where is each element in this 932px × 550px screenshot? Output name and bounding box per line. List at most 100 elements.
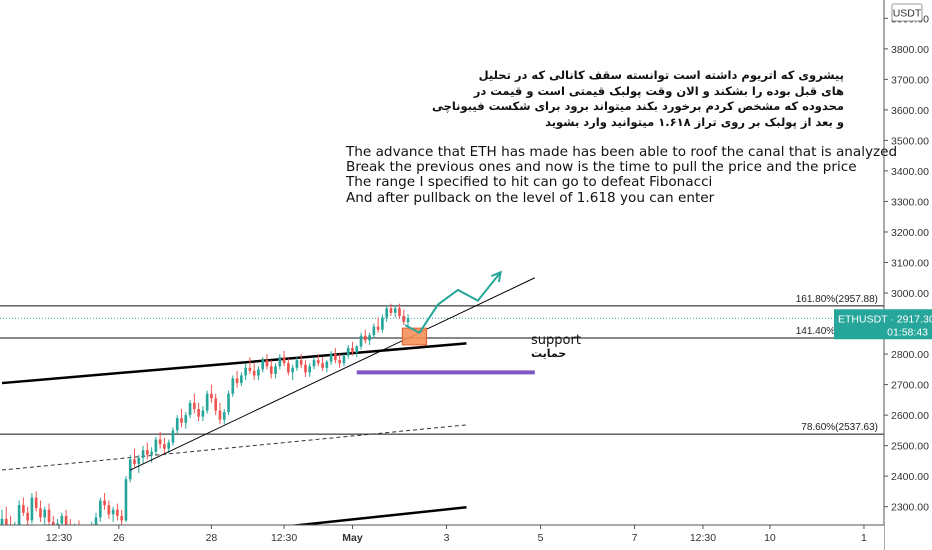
candle-body	[154, 439, 158, 452]
candle-body	[227, 393, 230, 413]
price-tick-label: 3800.00	[891, 44, 929, 56]
candle-body	[274, 366, 277, 374]
candle-body	[17, 505, 21, 525]
persian-note-line: و بعد از پولبک بر روی تراز ۱.۶۱۸ میتوانی…	[545, 114, 844, 129]
candle-body	[287, 363, 290, 373]
price-tick-label: 3700.00	[891, 74, 929, 86]
candle-body	[60, 515, 64, 524]
fib-level-label: 161.80%(2957.88)	[796, 294, 878, 305]
time-tick-label: 5	[538, 532, 544, 544]
price-tick-label: 3300.00	[891, 196, 929, 208]
price-tick-label: 2700.00	[891, 380, 929, 392]
last-price-tag	[834, 309, 932, 340]
time-tick-label: 26	[113, 532, 125, 544]
price-tick-label: 3400.00	[891, 166, 929, 178]
candle-body	[133, 459, 136, 464]
candle-body	[167, 442, 171, 449]
candle-body	[158, 439, 162, 445]
candle-body	[304, 364, 307, 373]
currency-badge	[891, 3, 923, 22]
candle-body	[282, 357, 286, 364]
candle-body	[94, 517, 98, 525]
candle-body	[51, 521, 55, 525]
candle-body	[210, 393, 213, 399]
candle-body	[184, 415, 188, 423]
candle-body	[180, 418, 183, 423]
candle-body	[141, 450, 145, 458]
candle-body	[402, 315, 406, 323]
candle-body	[316, 360, 320, 364]
candle-body	[385, 308, 388, 318]
candle-body	[393, 308, 397, 313]
candle-body	[205, 393, 209, 411]
candle-body	[334, 354, 337, 361]
candle-body	[124, 479, 128, 521]
candle-body	[321, 363, 324, 368]
candle-body	[197, 409, 200, 417]
projection-arrow	[404, 271, 502, 335]
projection-arrow-head	[491, 270, 502, 283]
candle-body	[240, 375, 243, 384]
candle-body	[222, 412, 226, 420]
candle-body	[56, 523, 59, 525]
candle-body	[291, 367, 294, 373]
candle-body	[325, 361, 329, 368]
english-note-line: Break the previous ones and now is the t…	[346, 159, 857, 176]
candle-body	[201, 410, 205, 417]
time-axis: 12:30 26 28 12:30 May 3 5 7 12:30 10 1	[0, 524, 884, 550]
price-tick-label: 2800.00	[891, 349, 929, 361]
last-price-tag-label: ETHUSDT · 2917.30	[838, 313, 932, 325]
price-tick-label: 3600.00	[891, 105, 929, 117]
price-tick-label: 2500.00	[891, 441, 929, 453]
persian-note-line: محدوده که مشخص کردم برخورد بکند میتواند …	[431, 99, 844, 113]
dashed-channel-line	[1, 424, 467, 471]
candle-body	[39, 508, 42, 518]
candle-body	[363, 335, 367, 341]
candle-body	[4, 518, 8, 525]
candle-body	[145, 450, 149, 455]
candle-body	[111, 509, 115, 515]
candle-body	[120, 515, 124, 521]
candle-body	[150, 451, 153, 455]
plot-area: 161.80%(2957.88)141.40%(2852.67)78.60%(2…	[0, 270, 884, 525]
english-note-line: The advance that ETH has made has been a…	[346, 144, 898, 160]
candle-body	[312, 360, 316, 367]
candle-body	[299, 360, 303, 365]
time-tick-label: 1	[861, 532, 867, 544]
candle-body	[163, 444, 166, 449]
candle-body	[338, 360, 341, 364]
candle-body	[346, 347, 350, 356]
support-label-en: support	[531, 333, 581, 348]
english-note-line: The range I specified to hit can go to d…	[346, 174, 713, 191]
candle-body	[261, 360, 265, 370]
candle-body	[252, 370, 256, 376]
candle-body	[43, 509, 47, 518]
candle-body	[137, 457, 141, 464]
time-axis-bg	[0, 525, 884, 550]
persian-analysis-note: پیشروی که اتریوم داشته است توانسته سقف ک…	[432, 68, 844, 130]
price-tick-label: 2300.00	[891, 502, 929, 514]
candle-body	[308, 366, 312, 373]
candle-body	[0, 518, 4, 525]
candle-countdown: 01:58:43	[887, 326, 928, 338]
support-label-fa: حمایت	[531, 347, 567, 360]
price-tick-label: 2600.00	[891, 410, 929, 422]
candle-body	[295, 360, 299, 368]
price-tick-label: 3500.00	[891, 135, 929, 147]
candle-body	[278, 357, 282, 367]
candle-body	[381, 317, 384, 330]
candle-body	[257, 369, 260, 376]
price-tick-label: 2400.00	[891, 471, 929, 483]
rising-trend-line	[130, 277, 536, 471]
english-analysis-note: The advance that ETH has made has been a…	[346, 144, 898, 206]
candle-body	[128, 459, 132, 480]
candle-body	[231, 378, 235, 394]
bottom-channel-line	[288, 506, 467, 525]
candle-body	[214, 398, 218, 411]
price-tick-label: 3100.00	[891, 258, 929, 270]
candle-body	[34, 497, 38, 509]
candle-body	[103, 500, 106, 506]
candle-body	[30, 497, 34, 521]
candle-body	[342, 355, 346, 364]
